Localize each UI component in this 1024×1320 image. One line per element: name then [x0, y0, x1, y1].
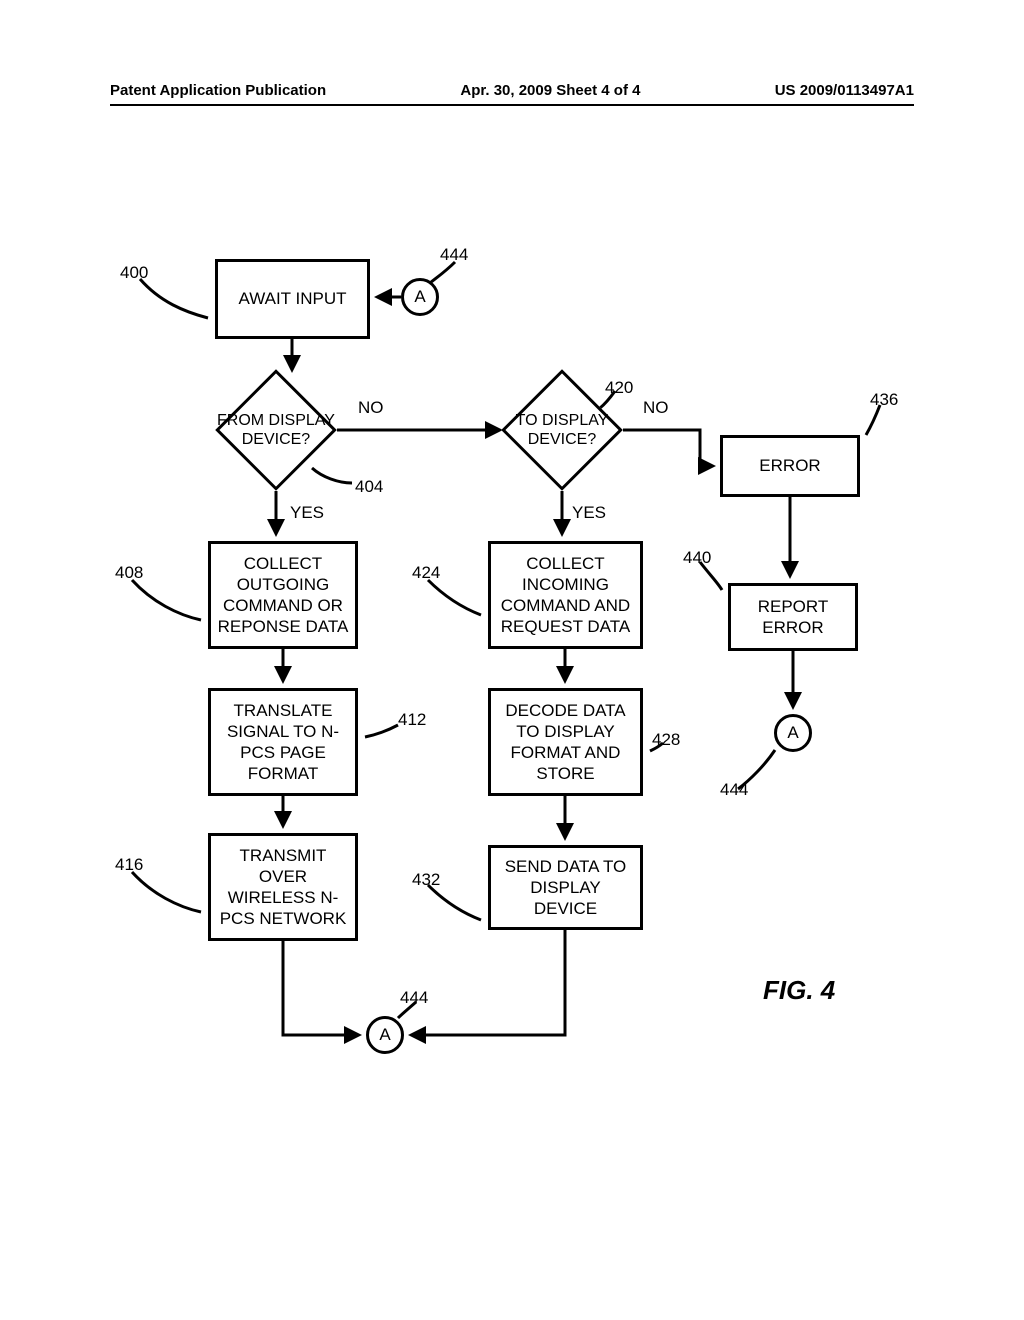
flow-connector: A: [366, 1016, 404, 1054]
ref-label: YES: [572, 503, 606, 523]
flow-box: DECODE DATATO DISPLAYFORMAT ANDSTORE: [488, 688, 643, 796]
figure-label: FIG. 4: [763, 975, 835, 1006]
flow-box: ERROR: [720, 435, 860, 497]
ref-label: 416: [115, 855, 143, 875]
ref-label: 440: [683, 548, 711, 568]
ref-label: YES: [290, 503, 324, 523]
ref-label: 444: [440, 245, 468, 265]
flow-box: TRANSMITOVERWIRELESS N-PCS NETWORK: [208, 833, 358, 941]
ref-label: 444: [720, 780, 748, 800]
ref-label: 428: [652, 730, 680, 750]
flowchart-canvas: AWAIT INPUT FROM DISPLAYDEVICE? COLLECTOUT…: [0, 0, 1024, 1320]
ref-label: NO: [358, 398, 384, 418]
flow-box: REPORTERROR: [728, 583, 858, 651]
flow-box: TRANSLATESIGNAL TO N-PCS PAGEFORMAT: [208, 688, 358, 796]
ref-label: 436: [870, 390, 898, 410]
ref-label: 412: [398, 710, 426, 730]
ref-label: 408: [115, 563, 143, 583]
ref-label: 424: [412, 563, 440, 583]
ref-label: 400: [120, 263, 148, 283]
flow-connector: A: [774, 714, 812, 752]
flow-box: COLLECTOUTGOINGCOMMAND ORREPONSE DATA: [208, 541, 358, 649]
ref-label: 420: [605, 378, 633, 398]
ref-label: NO: [643, 398, 669, 418]
ref-label: 404: [355, 477, 383, 497]
flow-box: COLLECTINCOMINGCOMMAND ANDREQUEST DATA: [488, 541, 643, 649]
flow-decision-text: FROM DISPLAYDEVICE?: [207, 378, 345, 481]
ref-label: 444: [400, 988, 428, 1008]
flow-connector: A: [401, 278, 439, 316]
flow-box: SEND DATA TODISPLAYDEVICE: [488, 845, 643, 930]
flow-box: AWAIT INPUT: [215, 259, 370, 339]
ref-label: 432: [412, 870, 440, 890]
